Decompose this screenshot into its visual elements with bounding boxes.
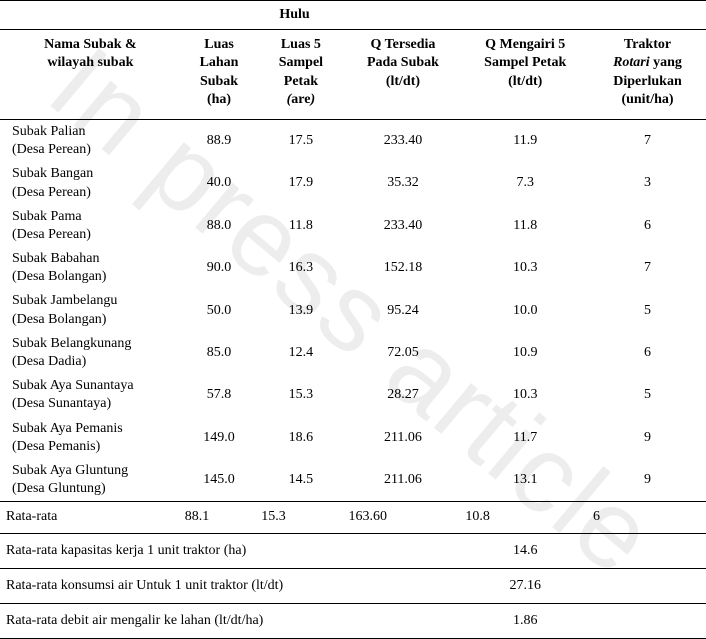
summary-value: 14.6 <box>461 533 589 568</box>
row-c5: 10.9 <box>461 332 589 374</box>
row-c2: 57.8 <box>181 374 258 416</box>
row-c5: 11.7 <box>461 417 589 459</box>
row-c2: 145.0 <box>181 459 258 502</box>
row-c4: 72.05 <box>344 332 461 374</box>
avg-c2: 88.1 <box>181 502 258 533</box>
row-c2: 88.9 <box>181 119 258 162</box>
row-c4: 28.27 <box>344 374 461 416</box>
row-c3: 17.5 <box>257 119 344 162</box>
data-table: Hulu Nama Subak & wilayah subak Luas Lah… <box>0 0 706 639</box>
col-q-tersedia: Q Tersedia Pada Subak (lt/dt) <box>344 30 461 120</box>
row-c3: 16.3 <box>257 247 344 289</box>
avg-c6: 6 <box>589 502 706 533</box>
row-c3: 11.8 <box>257 205 344 247</box>
average-row: Rata-rata 88.1 15.3 163.60 10.8 6 <box>0 502 706 533</box>
row-c5: 13.1 <box>461 459 589 502</box>
row-c2: 40.0 <box>181 162 258 204</box>
row-c3: 18.6 <box>257 417 344 459</box>
row-c3: 17.9 <box>257 162 344 204</box>
row-c4: 211.06 <box>344 417 461 459</box>
row-name: Subak Aya Pemanis(Desa Pemanis) <box>0 417 181 459</box>
table-row: Subak Aya Pemanis(Desa Pemanis)149.018.6… <box>0 417 706 459</box>
avg-label: Rata-rata <box>0 502 181 533</box>
row-c3: 14.5 <box>257 459 344 502</box>
row-c5: 7.3 <box>461 162 589 204</box>
row-c3: 12.4 <box>257 332 344 374</box>
col-q-mengairi: Q Mengairi 5 Sampel Petak (lt/dt) <box>461 30 589 120</box>
col-luas-lahan: Luas Lahan Subak (ha) <box>181 30 258 120</box>
col-luas-sampel: Luas 5SampelPetak(are) <box>257 30 344 120</box>
row-c6: 9 <box>589 459 706 502</box>
row-c6: 6 <box>589 332 706 374</box>
table-row: Subak Aya Gluntung(Desa Gluntung)145.014… <box>0 459 706 502</box>
row-name: Subak Aya Sunantaya(Desa Sunantaya) <box>0 374 181 416</box>
summary-value: 27.16 <box>461 568 589 603</box>
row-c6: 7 <box>589 119 706 162</box>
row-c4: 95.24 <box>344 289 461 331</box>
table-row: Subak Palian(Desa Perean)88.917.5233.401… <box>0 119 706 162</box>
row-c4: 152.18 <box>344 247 461 289</box>
row-c6: 9 <box>589 417 706 459</box>
col-nama: Nama Subak & wilayah subak <box>0 30 181 120</box>
row-c5: 11.8 <box>461 205 589 247</box>
row-c2: 149.0 <box>181 417 258 459</box>
table-row: Subak Aya Sunantaya(Desa Sunantaya)57.81… <box>0 374 706 416</box>
summary-row: Rata-rata kapasitas kerja 1 unit traktor… <box>0 533 706 568</box>
row-c5: 11.9 <box>461 119 589 162</box>
table-title-row: Hulu <box>0 1 706 30</box>
avg-c4: 163.60 <box>344 502 461 533</box>
row-c4: 35.32 <box>344 162 461 204</box>
avg-c3: 15.3 <box>257 502 344 533</box>
row-name: Subak Babahan(Desa Bolangan) <box>0 247 181 289</box>
row-c6: 6 <box>589 205 706 247</box>
row-name: Subak Jambelangu(Desa Bolangan) <box>0 289 181 331</box>
table-row: Subak Jambelangu(Desa Bolangan)50.013.99… <box>0 289 706 331</box>
table-row: Subak Babahan(Desa Bolangan)90.016.3152.… <box>0 247 706 289</box>
row-c4: 233.40 <box>344 119 461 162</box>
col-traktor: TraktorRotari yangDiperlukan(unit/ha) <box>589 30 706 120</box>
avg-c5: 10.8 <box>461 502 589 533</box>
summary-label: Rata-rata debit air mengalir ke lahan (l… <box>0 603 461 638</box>
row-name: Subak Belangkunang(Desa Dadia) <box>0 332 181 374</box>
row-c6: 3 <box>589 162 706 204</box>
row-c5: 10.3 <box>461 374 589 416</box>
row-c2: 88.0 <box>181 205 258 247</box>
summary-label: Rata-rata konsumsi air Untuk 1 unit trak… <box>0 568 461 603</box>
row-c2: 50.0 <box>181 289 258 331</box>
row-c6: 5 <box>589 289 706 331</box>
row-c5: 10.3 <box>461 247 589 289</box>
row-name: Subak Pama(Desa Perean) <box>0 205 181 247</box>
summary-row: Rata-rata konsumsi air Untuk 1 unit trak… <box>0 568 706 603</box>
row-name: Subak Bangan(Desa Perean) <box>0 162 181 204</box>
table-row: Subak Bangan(Desa Perean)40.017.935.327.… <box>0 162 706 204</box>
row-c2: 90.0 <box>181 247 258 289</box>
summary-value: 1.86 <box>461 603 589 638</box>
column-header-row: Nama Subak & wilayah subak Luas Lahan Su… <box>0 30 706 120</box>
row-c3: 13.9 <box>257 289 344 331</box>
row-c2: 85.0 <box>181 332 258 374</box>
row-c3: 15.3 <box>257 374 344 416</box>
row-name: Subak Aya Gluntung(Desa Gluntung) <box>0 459 181 502</box>
summary-label: Rata-rata kapasitas kerja 1 unit traktor… <box>0 533 461 568</box>
table-title: Hulu <box>0 1 589 30</box>
row-c6: 7 <box>589 247 706 289</box>
table-row: Subak Belangkunang(Desa Dadia)85.012.472… <box>0 332 706 374</box>
row-c4: 211.06 <box>344 459 461 502</box>
row-c6: 5 <box>589 374 706 416</box>
row-name: Subak Palian(Desa Perean) <box>0 119 181 162</box>
summary-row: Rata-rata debit air mengalir ke lahan (l… <box>0 603 706 638</box>
table-row: Subak Pama(Desa Perean)88.011.8233.4011.… <box>0 205 706 247</box>
row-c4: 233.40 <box>344 205 461 247</box>
row-c5: 10.0 <box>461 289 589 331</box>
